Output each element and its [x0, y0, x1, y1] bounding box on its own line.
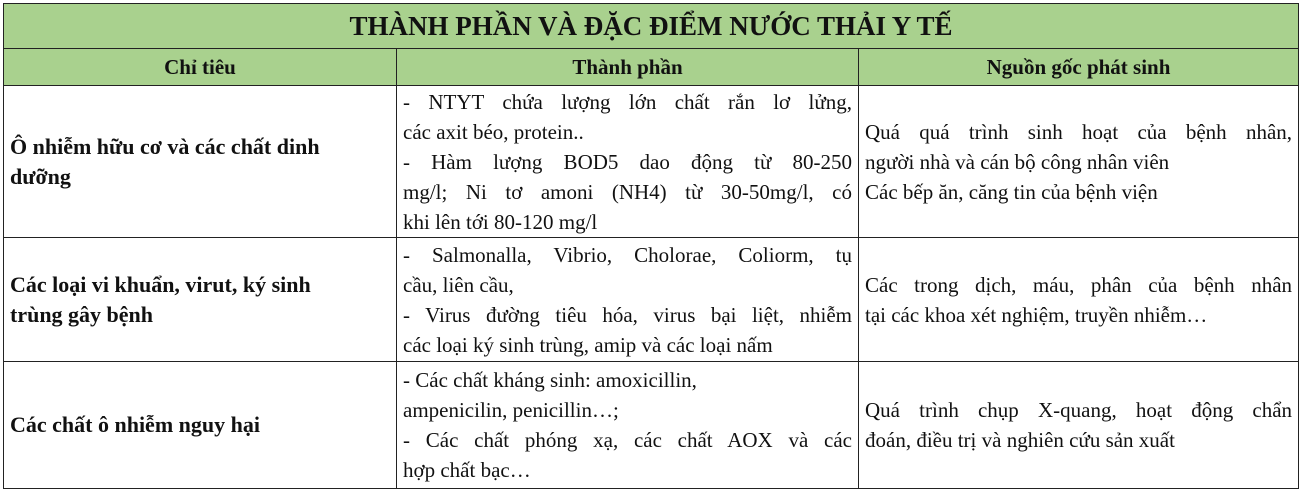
- criterion-line: Các loại vi khuẩn, virut, ký sinh: [10, 271, 311, 297]
- criterion-line: dưỡng: [10, 163, 71, 189]
- criterion-cell: Ô nhiễm hữu cơ và các chất dinh dưỡng: [3, 85, 397, 238]
- table-title: THÀNH PHẦN VÀ ĐẶC ĐIỂM NƯỚC THẢI Y TẾ: [2, 3, 1300, 49]
- composition-cell: - NTYT chứa lượng lớn chất rắn lơ lửng, c…: [396, 85, 859, 238]
- source-line: tại các khoa xét nghiệm, truyền nhiễm…: [865, 302, 1208, 327]
- composition-line: các axit béo, protein..: [403, 119, 584, 144]
- composition-line: - Các chất phóng xạ, các chất AOX và các: [403, 428, 852, 452]
- source-cell: Quá trình chụp X-quang, hoạt động chẩn đo…: [857, 361, 1300, 489]
- table-row: Các loại vi khuẩn, virut, ký sinh trùng g…: [3, 237, 1300, 362]
- header-criterion: Chỉ tiêu: [3, 48, 397, 86]
- composition-line: - Các chất kháng sinh: amoxicillin,: [403, 368, 697, 392]
- source-line: Quá quá trình sinh hoạt của bệnh nhân,: [865, 119, 1293, 144]
- table-row: Các chất ô nhiễm nguy hại - Các chất khá…: [3, 361, 1300, 489]
- criterion-line: Ô nhiễm hữu cơ và các chất dinh: [10, 133, 320, 159]
- source-cell: Các trong dịch, máu, phân của bệnh nhân t…: [857, 237, 1300, 362]
- source-line: Các trong dịch, máu, phân của bệnh nhân: [865, 272, 1293, 297]
- composition-line: khi lên tới 80-120 mg/l: [403, 209, 598, 234]
- criterion-cell: Các loại vi khuẩn, virut, ký sinh trùng g…: [3, 237, 397, 362]
- header-composition: Thành phần: [396, 48, 859, 86]
- composition-line: hợp chất bạc…: [403, 458, 531, 482]
- table-row: Ô nhiễm hữu cơ và các chất dinh dưỡng - N…: [3, 85, 1300, 238]
- composition-cell: - Salmonalla, Vibrio, Cholorae, Coliorm,…: [396, 237, 859, 362]
- composition-cell: - Các chất kháng sinh: amoxicillin, ampen…: [396, 361, 859, 489]
- header-source: Nguồn gốc phát sinh: [857, 48, 1300, 86]
- composition-line: các loại ký sinh trùng, amip và các loại…: [403, 332, 773, 357]
- source-line: Quá trình chụp X-quang, hoạt động chẩn: [865, 398, 1293, 422]
- source-line: Các bếp ăn, căng tin của bệnh viện: [865, 179, 1158, 204]
- composition-line: mg/l; Ni tơ amoni (NH4) từ 30-50mg/l, có: [403, 179, 852, 204]
- wastewater-table: THÀNH PHẦN VÀ ĐẶC ĐIỂM NƯỚC THẢI Y TẾ Ch…: [2, 3, 1300, 489]
- criterion-line: trùng gây bệnh: [10, 301, 154, 327]
- criterion-line: Các chất ô nhiễm nguy hại: [10, 412, 260, 437]
- criterion-cell: Các chất ô nhiễm nguy hại: [3, 361, 397, 489]
- source-cell: Quá quá trình sinh hoạt của bệnh nhân, ng…: [857, 85, 1300, 238]
- composition-line: ampenicilin, penicillin…;: [403, 398, 619, 422]
- composition-line: - NTYT chứa lượng lớn chất rắn lơ lửng,: [403, 89, 852, 114]
- composition-line: cầu, liên cầu,: [403, 272, 514, 297]
- composition-line: - Virus đường tiêu hóa, virus bại liệt, …: [403, 302, 852, 327]
- source-line: đoán, điều trị và nghiên cứu sản xuất: [865, 428, 1175, 452]
- composition-line: - Hàm lượng BOD5 dao động từ 80-250: [403, 149, 852, 174]
- source-line: người nhà và cán bộ công nhân viên: [865, 149, 1170, 174]
- composition-line: - Salmonalla, Vibrio, Cholorae, Coliorm,…: [403, 242, 852, 267]
